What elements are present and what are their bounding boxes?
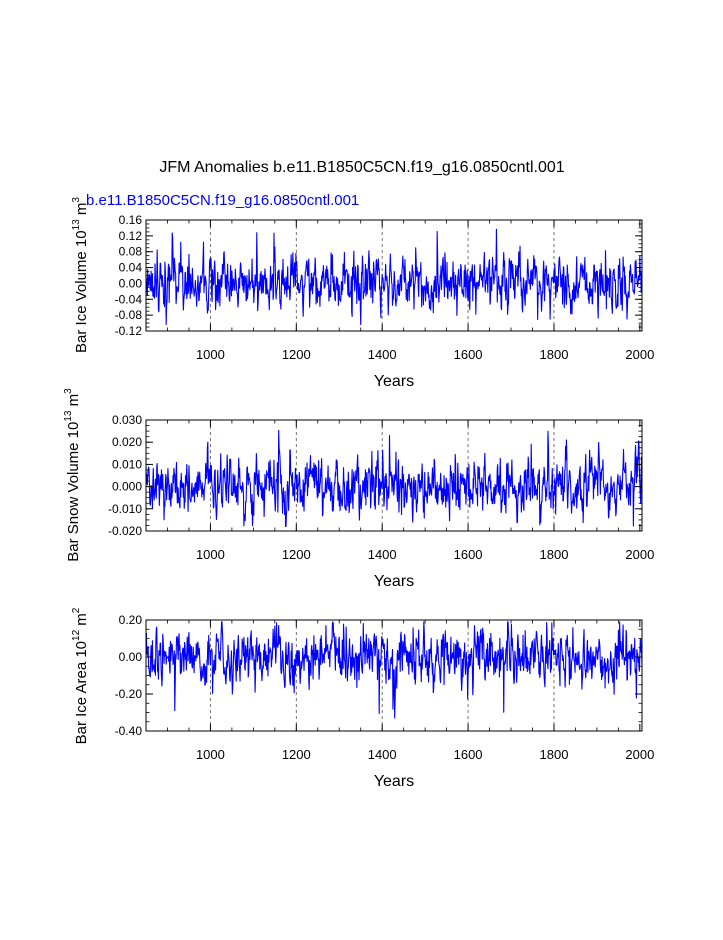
ylabel-exp2: 3 xyxy=(63,388,74,394)
x-tick-label: 1600 xyxy=(454,347,483,362)
y-tick-label: 0.00 xyxy=(119,276,143,290)
x-tick-label: 1600 xyxy=(454,747,483,762)
ylabel-main: Bar Ice Volume 10 xyxy=(73,230,90,353)
ylabel-exp1: 13 xyxy=(71,219,82,231)
x-tick-label: 1000 xyxy=(196,547,225,562)
ylabel-exp1: 12 xyxy=(71,629,82,641)
ylabel: Bar Ice Volume 1013 m3 xyxy=(71,197,90,353)
panel-ice-area: Bar Ice Area 1012 m2 Years -0.40 -0.20 0.0… xyxy=(71,607,654,790)
ylabel-unit: m xyxy=(65,394,82,411)
ylabel-exp2: 3 xyxy=(71,197,82,203)
ylabel-main: Bar Snow Volume 10 xyxy=(65,422,82,562)
x-tick-label: 1400 xyxy=(368,547,397,562)
ylabel: Bar Snow Volume 1013 m3 xyxy=(63,388,82,562)
x-tick-label: 1000 xyxy=(196,347,225,362)
xlabel: Years xyxy=(374,773,414,790)
y-tick-label: 0.08 xyxy=(119,245,143,259)
x-tick-label: 1200 xyxy=(282,747,311,762)
xlabel: Years xyxy=(374,573,414,590)
x-tick-label: 1400 xyxy=(368,747,397,762)
y-tick-label: -0.40 xyxy=(115,724,143,738)
ylabel-unit: m xyxy=(73,203,90,220)
ylabel-unit: m xyxy=(73,613,90,630)
y-tick-label: -0.12 xyxy=(115,324,143,338)
y-tick-label: 0.000 xyxy=(112,480,142,494)
y-tick-label: -0.08 xyxy=(115,308,143,322)
x-tick-label: 1800 xyxy=(540,347,569,362)
ylabel: Bar Ice Area 1012 m2 xyxy=(71,607,90,744)
x-tick-label: 1600 xyxy=(454,547,483,562)
x-tick-label: 1200 xyxy=(282,347,311,362)
y-tick-label: 0.010 xyxy=(112,457,142,471)
y-tick-label: 0.16 xyxy=(119,213,143,227)
x-tick-label: 1800 xyxy=(540,547,569,562)
panel-ice-volume: b.e11.B1850C5CN.f19_g16.0850cntl.001 Bar… xyxy=(71,192,654,390)
y-tick-label: -0.020 xyxy=(108,524,142,538)
panel-snow-volume: Bar Snow Volume 1013 m3 Years -0.020 -0.0… xyxy=(63,388,654,590)
panel-subtitle: b.e11.B1850C5CN.f19_g16.0850cntl.001 xyxy=(86,192,359,209)
ylabel-exp2: 2 xyxy=(71,607,82,613)
series-line xyxy=(145,621,643,719)
x-tick-label: 2000 xyxy=(625,347,654,362)
series-line xyxy=(145,429,643,528)
xlabel: Years xyxy=(374,373,414,390)
ylabel-main: Bar Ice Area 10 xyxy=(73,641,90,744)
x-tick-label: 2000 xyxy=(625,547,654,562)
x-tick-label: 1000 xyxy=(196,747,225,762)
series-line xyxy=(145,228,643,326)
y-tick-label: 0.04 xyxy=(119,261,143,275)
y-tick-label: 0.020 xyxy=(112,435,142,449)
y-tick-label: -0.010 xyxy=(108,502,142,516)
y-tick-label: 0.12 xyxy=(119,229,143,243)
x-tick-label: 2000 xyxy=(625,747,654,762)
x-tick-label: 1800 xyxy=(540,747,569,762)
y-tick-label: -0.20 xyxy=(115,687,143,701)
x-tick-label: 1400 xyxy=(368,347,397,362)
y-tick-label: 0.00 xyxy=(119,650,143,664)
y-tick-label: -0.04 xyxy=(115,292,143,306)
x-tick-label: 1200 xyxy=(282,547,311,562)
y-tick-label: 0.030 xyxy=(112,413,142,427)
main-title: JFM Anomalies b.e11.B1850C5CN.f19_g16.08… xyxy=(159,159,564,176)
ylabel-exp1: 13 xyxy=(63,410,74,422)
y-tick-label: 0.20 xyxy=(119,613,143,627)
